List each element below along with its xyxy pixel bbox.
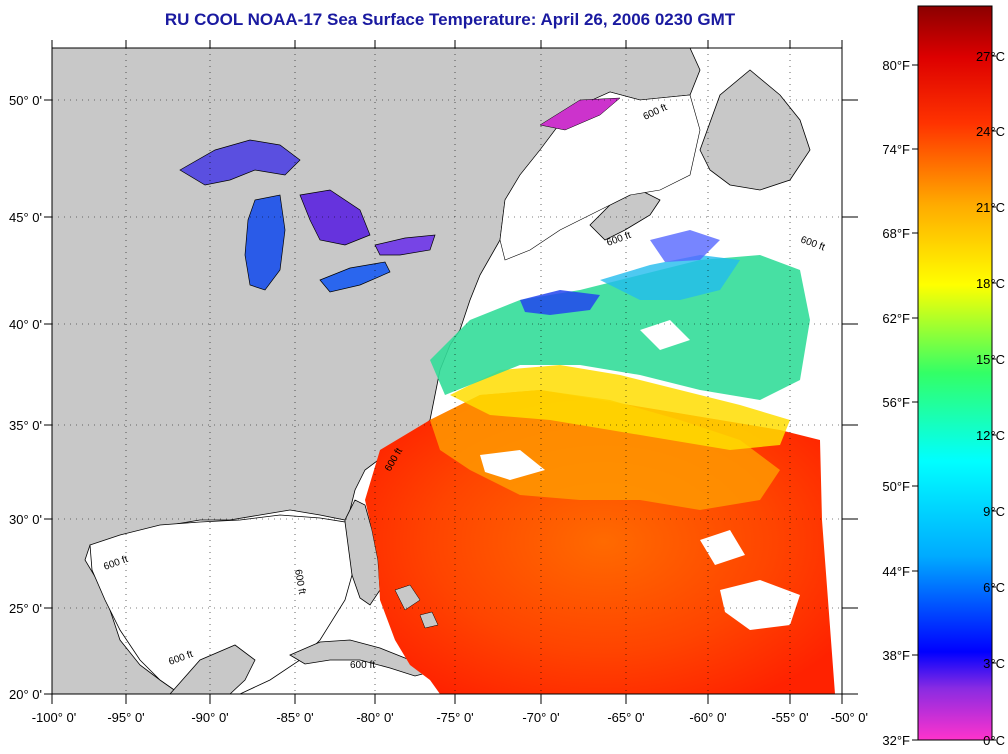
cloud-patch-3 [640, 320, 690, 350]
colorbar-f-label: 38°F [882, 648, 910, 663]
lon-label: -55° 0' [771, 710, 808, 725]
lat-label: 30° 0' [9, 512, 42, 527]
colorbar-c-label: 15°C [976, 352, 1005, 367]
lake-superior [179, 139, 301, 186]
lake-ontario [374, 234, 436, 256]
map-layers [52, 48, 842, 694]
colorbar-f-label: 80°F [882, 58, 910, 73]
lon-label: -70° 0' [522, 710, 559, 725]
lake-erie [319, 261, 391, 293]
lat-label: 20° 0' [9, 687, 42, 702]
st-lawrence-river [539, 97, 621, 131]
cloud-patch-1 [480, 450, 545, 480]
lat-label: 40° 0' [9, 317, 42, 332]
lon-label: -50° 0' [831, 710, 868, 725]
colorbar-f-label: 56°F [882, 395, 910, 410]
cloud-east-edge [820, 440, 842, 694]
contour-label-cuba: 600 ft [350, 660, 375, 671]
lon-label: -100° 0' [32, 710, 77, 725]
lon-label: -95° 0' [107, 710, 144, 725]
colorbar-f-label: 68°F [882, 226, 910, 241]
colorbar-c-label: 27°C [976, 49, 1005, 64]
lat-label: 35° 0' [9, 418, 42, 433]
colorbar-f-label: 32°F [882, 733, 910, 748]
lat-label: 50° 0' [9, 93, 42, 108]
colorbar [917, 5, 993, 741]
sst-cyan-patches [600, 255, 740, 300]
colorbar-c-label: 9°C [983, 504, 1005, 519]
colorbar-celsius-labels: 27°C 24°C 21°C 18°C 15°C 12°C 9°C 6°C 3°C 0°C [976, 49, 1005, 748]
colorbar-f-label: 44°F [882, 564, 910, 579]
colorbar-c-label: 3°C [983, 656, 1005, 671]
sst-coastal-cold [650, 230, 720, 262]
gulf-of-st-lawrence [499, 91, 701, 261]
sst-orange-band [430, 390, 780, 510]
colorbar-c-label: 24°C [976, 124, 1005, 139]
colorbar-f-label: 62°F [882, 311, 910, 326]
latitude-axis: 50° 0' 45° 0' 40° 0' 35° 0' 30° 0' 25° 0' 20° … [9, 93, 858, 702]
lake-michigan [244, 194, 286, 291]
colorbar-fahrenheit-labels: 80°F 74°F 68°F 62°F 56°F 50°F 44°F 38°F 32°F [882, 58, 918, 748]
sst-blue-patches [520, 290, 600, 315]
lat-label: 45° 0' [9, 210, 42, 225]
newfoundland [699, 69, 811, 191]
gulf-of-mexico [89, 514, 353, 694]
cloud-patch-4 [700, 530, 745, 565]
colorbar-c-label: 21°C [976, 200, 1005, 215]
lon-label: -60° 0' [689, 710, 726, 725]
lon-label: -65° 0' [607, 710, 644, 725]
colorbar-c-label: 0°C [983, 733, 1005, 748]
lon-label: -80° 0' [356, 710, 393, 725]
map-title: RU COOL NOAA-17 Sea Surface Temperature:… [164, 10, 736, 29]
cloud-patch-2 [720, 580, 800, 630]
colorbar-f-label: 74°F [882, 142, 910, 157]
colorbar-c-label: 6°C [983, 580, 1005, 595]
bahamas [394, 584, 439, 629]
lon-label: -90° 0' [191, 710, 228, 725]
longitude-axis: -100° 0' -95° 0' -90° 0' -85° 0' -80° 0' -75°… [32, 40, 868, 725]
colorbar-f-label: 50°F [882, 479, 910, 494]
map-frame [51, 47, 843, 695]
sst-yellow-band [450, 365, 790, 450]
yucatan [169, 644, 256, 694]
contour-label-florida-west: 600 ft [292, 569, 307, 596]
lat-label: 25° 0' [9, 601, 42, 616]
colorbar-c-label: 18°C [976, 276, 1005, 291]
colorbar-c-label: 12°C [976, 428, 1005, 443]
lon-label: -85° 0' [276, 710, 313, 725]
lon-label: -75° 0' [436, 710, 473, 725]
lake-huron [299, 189, 371, 246]
